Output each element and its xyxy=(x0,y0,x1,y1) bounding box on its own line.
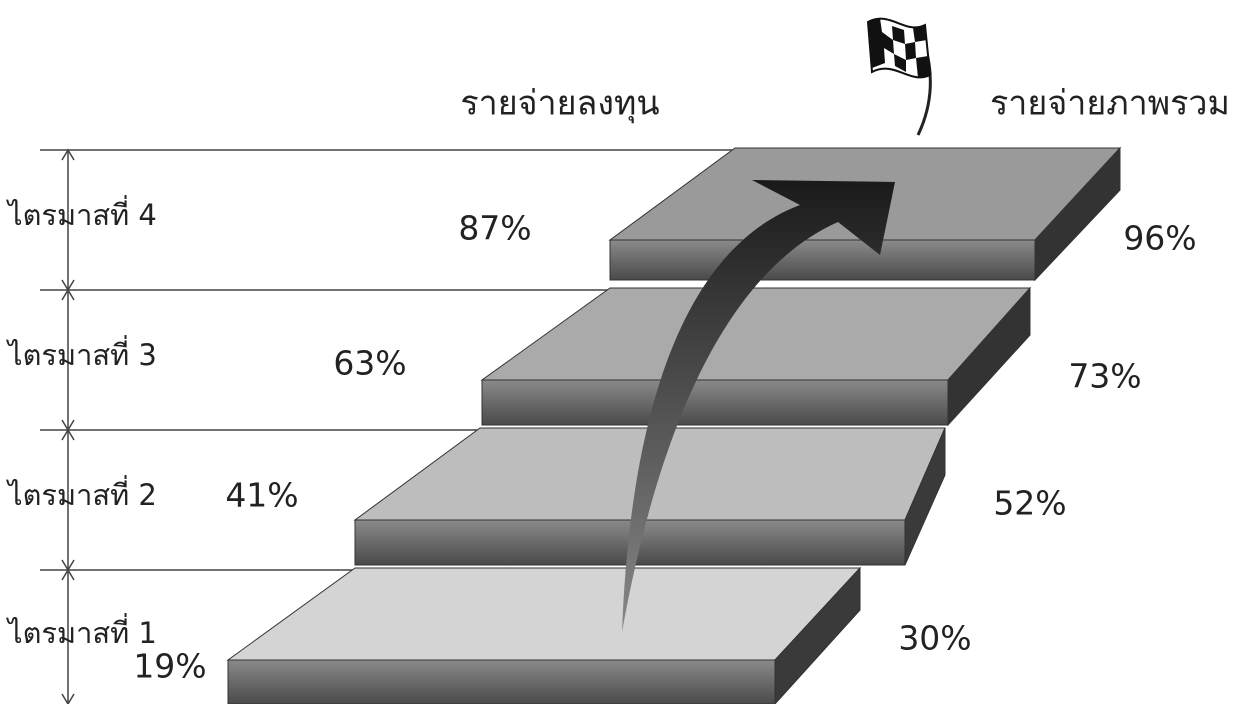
total-value: 96% xyxy=(1123,219,1196,258)
quarter-label: ไตรมาสที่ 3 xyxy=(6,335,157,372)
quarter-label: ไตรมาสที่ 2 xyxy=(6,475,157,512)
total-value: 73% xyxy=(1068,357,1141,396)
quarter-label: ไตรมาสที่ 4 xyxy=(6,195,157,232)
page: รายจ่ายลงทุน รายจ่ายภาพรวม ไตรมาสที่ 1 ไ… xyxy=(0,0,1252,704)
investment-value: 41% xyxy=(225,476,298,515)
investment-value: 63% xyxy=(333,344,406,383)
quarter-label: ไตรมาสที่ 1 xyxy=(6,613,157,650)
header-total: รายจ่ายภาพรวม xyxy=(990,84,1230,124)
total-value: 30% xyxy=(898,619,971,658)
investment-value: 87% xyxy=(458,209,531,248)
investment-value: 19% xyxy=(133,647,206,686)
header-investment: รายจ่ายลงทุน xyxy=(460,84,659,124)
total-value: 52% xyxy=(993,484,1066,523)
diagram: รายจ่ายลงทุน รายจ่ายภาพรวม ไตรมาสที่ 1 ไ… xyxy=(0,0,1252,704)
flag xyxy=(868,18,930,135)
